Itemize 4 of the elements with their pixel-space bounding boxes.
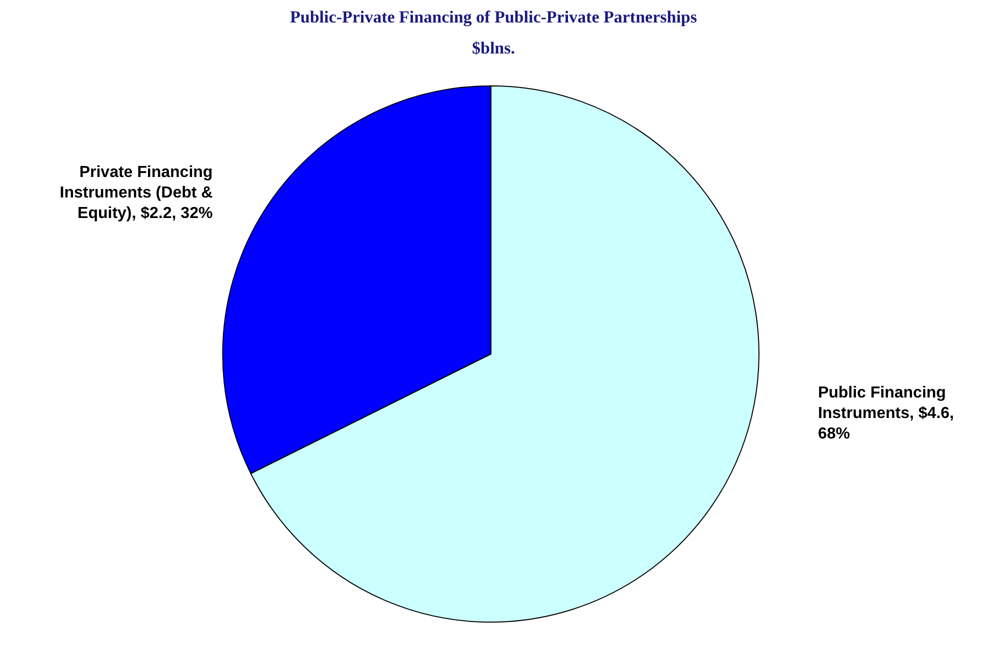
chart-title: Public-Private Financing of Public-Private Partnerships [290,8,698,26]
chart-subtitle: $blns. [472,38,515,58]
slice-label: Public Financing Instruments, $4.6, 68% [818,384,954,442]
slice-label: Private Financing Instruments (Debt & Equity), $2.2, 32% [60,164,214,222]
